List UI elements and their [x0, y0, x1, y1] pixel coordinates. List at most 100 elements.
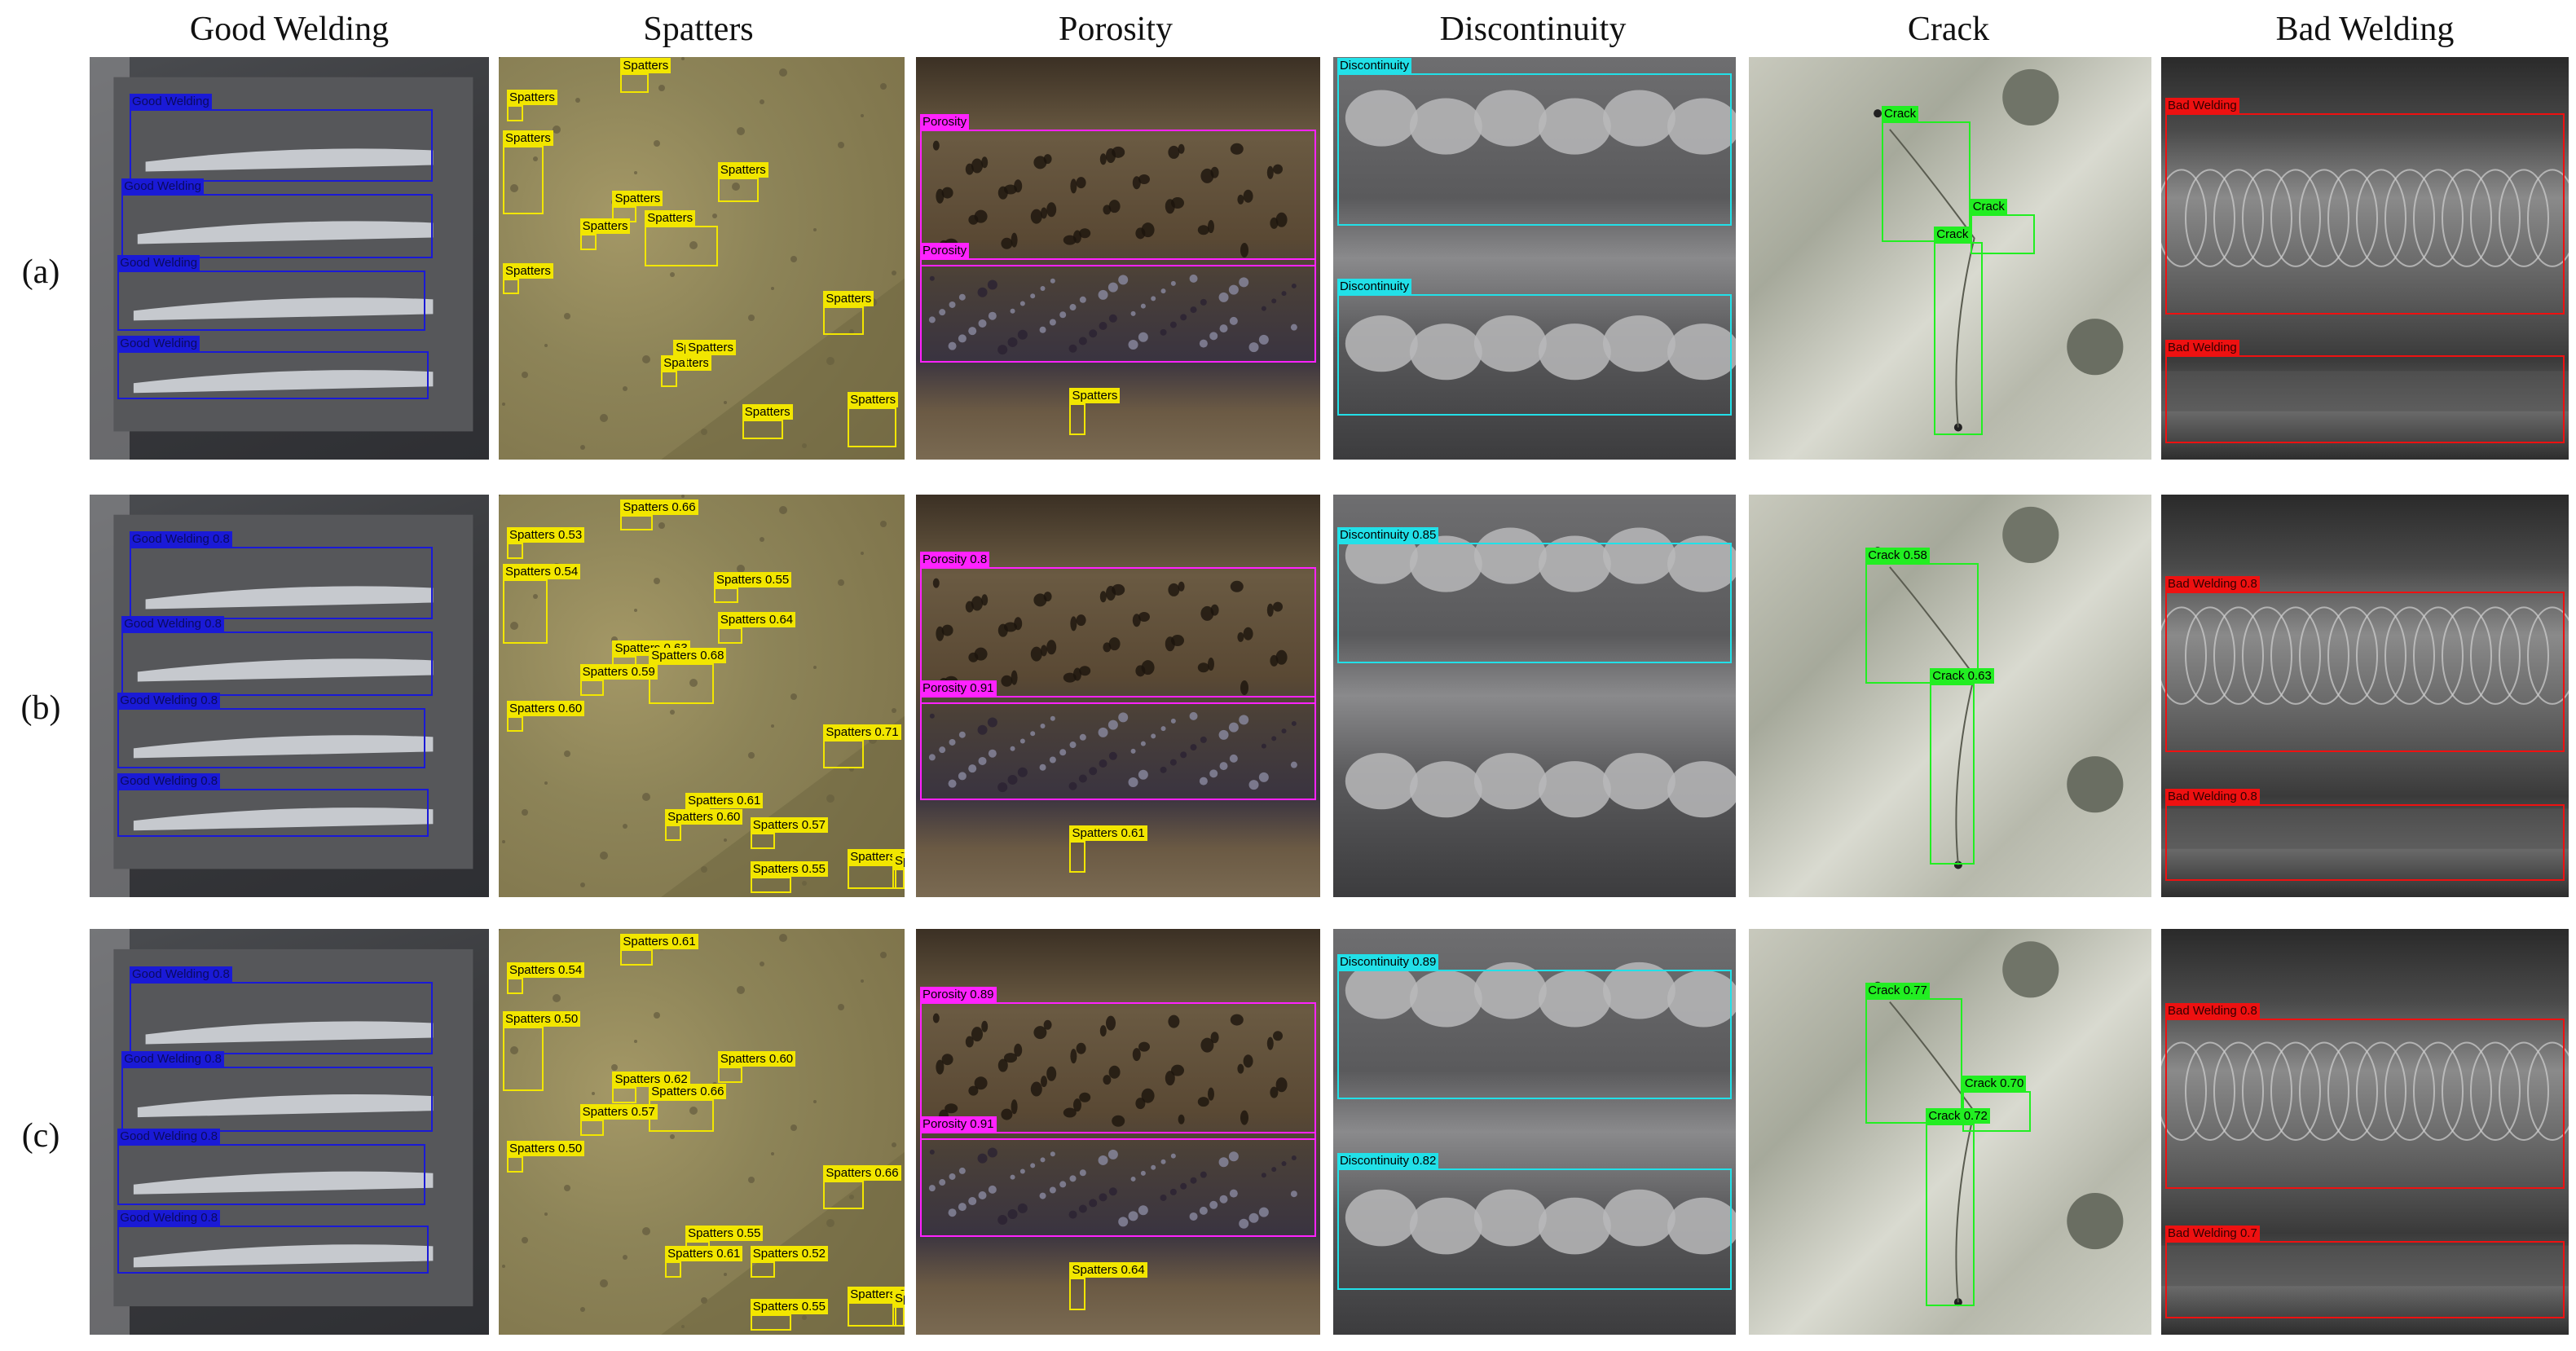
- image-a-bad-welding: Bad Welding Bad Welding: [2161, 57, 2569, 460]
- detection-box: [117, 1225, 429, 1274]
- image-b-discontinuity: Discontinuity 0.85: [1333, 495, 1736, 897]
- detection-label: Spatters 0.60: [717, 1051, 796, 1067]
- detection-label: Spatters 0.50: [502, 1010, 581, 1027]
- column-header-discontinuity: Discontinuity: [1439, 11, 1627, 48]
- detection-label: Bad Welding: [2165, 98, 2239, 114]
- detection-box: [506, 543, 523, 560]
- detection-label: Good Welding 0.8: [121, 1051, 224, 1067]
- detection-label: Good Welding: [121, 178, 204, 194]
- detection-box: [848, 865, 897, 890]
- detection-label: Spatters 0.: [892, 853, 905, 869]
- column-header-bad-welding: Bad Welding: [2275, 11, 2455, 48]
- detection-box: [750, 877, 791, 894]
- image-a-porosity: Porosity Porosity Spatters: [916, 57, 1320, 460]
- detection-label: Spatters 0.61: [620, 933, 698, 949]
- row-label-c: (c): [21, 1117, 60, 1155]
- detection-box: [121, 631, 434, 696]
- detection-label: Good Welding 0.8: [117, 1128, 221, 1144]
- detection-box: [661, 371, 678, 388]
- detection-box: [1069, 1278, 1086, 1311]
- detection-box: [506, 977, 523, 994]
- detection-label: Porosity 0.8: [919, 551, 990, 567]
- detection-label: Spatters 0.64: [1069, 1262, 1147, 1278]
- photo-texture: [1874, 68, 2124, 432]
- image-b-porosity: Porosity 0.8 Porosity 0.91 Spatters 0.61: [916, 495, 1320, 897]
- detection-label: Crack 0.70: [1962, 1076, 2027, 1092]
- detection-label: Spatters: [717, 162, 768, 178]
- detection-label: Spatters 0.55: [713, 571, 792, 587]
- photo-texture: [1345, 527, 1736, 818]
- photo-texture: [90, 929, 473, 1335]
- detection-box: [649, 663, 714, 704]
- detection-box: [823, 1180, 865, 1209]
- column-header-spatters: Spatters: [643, 11, 754, 48]
- detection-label: Porosity 0.89: [919, 986, 997, 1002]
- image-c-bad-welding: Bad Welding 0.8 Bad Welding 0.7: [2161, 929, 2569, 1335]
- photo-texture: [90, 495, 473, 897]
- detection-label: Spatters 0.55: [750, 861, 828, 878]
- detection-label: Spatters 0.55: [750, 1299, 828, 1315]
- detection-label: Spatters: [848, 391, 899, 407]
- detection-label: Crack 0.77: [1865, 982, 1930, 998]
- image-c-spatters: Spatters 0.61 Spatters 0.54 Spatters 0.50 S…: [499, 929, 905, 1335]
- detection-label: Spatters 0.64: [717, 612, 796, 628]
- detection-box: [645, 226, 718, 266]
- detection-label: Spatters 0.60: [506, 700, 585, 716]
- detection-label: Spatters 0.52: [750, 1246, 828, 1262]
- detection-label: Spatters 0.55: [685, 1226, 764, 1242]
- photo-texture: [2161, 169, 2569, 411]
- detection-box: [848, 1302, 897, 1327]
- detection-label: Good Welding 0.8: [130, 966, 232, 982]
- photo-texture: [1345, 962, 1736, 1255]
- detection-box: [2165, 1018, 2565, 1189]
- detection-label: Spatters: [506, 90, 557, 106]
- detection-label: Crack: [1934, 227, 1971, 243]
- photo-texture: [2161, 1041, 2569, 1287]
- detection-label: Porosity 0.91: [919, 680, 997, 696]
- detection-box: [502, 145, 544, 214]
- detection-box: [892, 869, 905, 890]
- detection-label: Good Welding: [130, 94, 212, 110]
- detection-box: [620, 514, 654, 531]
- detection-box: [1336, 543, 1733, 664]
- detection-label: Crack 0.58: [1865, 547, 1930, 563]
- detection-label: Spatters 0.66: [649, 1084, 727, 1100]
- detection-label: Spatters: [823, 291, 874, 307]
- detection-label: Spatters 0.67: [848, 849, 905, 865]
- image-c-good-welding: Good Welding 0.8 Good Welding 0.8 Good Wel…: [90, 929, 489, 1335]
- detection-label: Spatters 0.66: [823, 1164, 901, 1181]
- detection-box: [1926, 1124, 1975, 1307]
- detection-box: [1930, 684, 1975, 865]
- detection-box: [1336, 969, 1733, 1100]
- detection-box: [579, 680, 605, 696]
- detection-box: [2165, 354, 2565, 444]
- detection-box: [919, 1001, 1317, 1140]
- detection-box: [823, 740, 865, 768]
- detection-box: [117, 270, 425, 331]
- image-a-discontinuity: Discontinuity Discontinuity: [1333, 57, 1736, 460]
- detection-label: Good Welding 0.8: [117, 692, 221, 708]
- image-c-porosity: Porosity 0.89 Porosity 0.91 Spatters 0.64: [916, 929, 1320, 1335]
- detection-label: Spatters: [742, 403, 793, 420]
- column-header-porosity: Porosity: [1058, 11, 1174, 48]
- detection-box: [1865, 997, 1962, 1124]
- detection-box: [1336, 73, 1733, 227]
- detection-box: [506, 715, 523, 733]
- detection-box: [117, 350, 429, 399]
- detection-box: [649, 1099, 714, 1132]
- detection-label: Porosity: [919, 243, 970, 258]
- detection-box: [502, 579, 548, 644]
- detection-label: Spatters 0.54: [506, 962, 585, 978]
- column-header-good-welding: Good Welding: [189, 11, 390, 48]
- detection-label: Spatters: [645, 210, 696, 227]
- detection-box: [502, 1026, 544, 1092]
- detection-box: [117, 1143, 425, 1205]
- detection-label: Spatters 0.66: [620, 499, 698, 515]
- detection-box: [121, 193, 434, 258]
- detection-box: [713, 587, 738, 604]
- detection-label: Spatters: [620, 57, 672, 73]
- row-label-a: (a): [21, 253, 60, 291]
- detection-box: [919, 129, 1317, 266]
- detection-label: Spatters 0.71: [823, 724, 901, 741]
- detection-box: [2165, 1241, 2565, 1319]
